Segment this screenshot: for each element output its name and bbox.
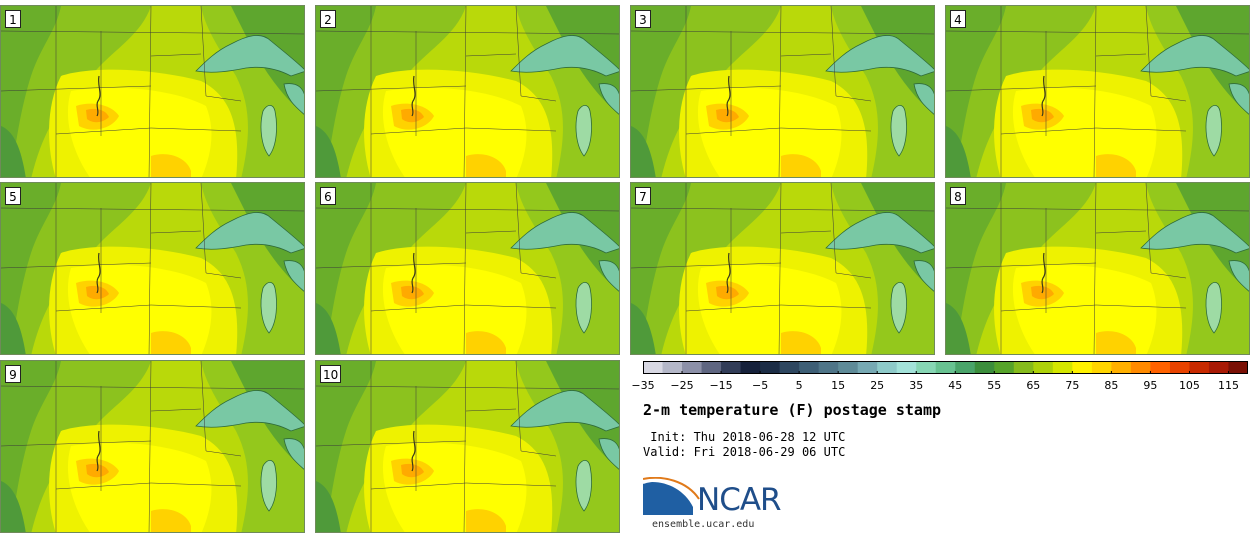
stamp-label: 5 <box>5 187 21 205</box>
colorbar-swatch <box>838 361 859 374</box>
colorbar-swatch <box>1072 361 1093 374</box>
colorbar-swatch <box>1033 361 1054 374</box>
stamp-label: 7 <box>635 187 651 205</box>
stamp-label: 8 <box>950 187 966 205</box>
colorbar-tick-label: 65 <box>1026 379 1041 392</box>
colorbar-swatch <box>857 361 878 374</box>
colorbar-border <box>643 361 1248 374</box>
colorbar-swatch <box>955 361 976 374</box>
colorbar-swatch <box>1091 361 1112 374</box>
stamp-4: 4 <box>945 5 1250 178</box>
colorbar-swatch <box>1228 361 1248 374</box>
colorbar-tick-label: 95 <box>1143 379 1158 392</box>
valid-time: Valid: Fri 2018-06-29 06 UTC <box>643 445 846 459</box>
colorbar-swatch <box>740 361 761 374</box>
stamp-label: 10 <box>320 365 342 383</box>
colorbar-tick-label: 25 <box>870 379 885 392</box>
colorbar-tick-label: 55 <box>987 379 1002 392</box>
stamp-10: 10 <box>315 360 620 533</box>
stamp-6: 6 <box>315 182 620 355</box>
colorbar-swatch <box>799 361 820 374</box>
stamp-8: 8 <box>945 182 1250 355</box>
colorbar-tick-label: 105 <box>1178 379 1200 392</box>
stamp-map <box>316 183 619 354</box>
colorbar-tick-label: 75 <box>1065 379 1080 392</box>
colorbar-swatch <box>1150 361 1171 374</box>
stamp-map <box>631 183 934 354</box>
plot-title: 2-m temperature (F) postage stamp <box>643 401 942 419</box>
stamp-3: 3 <box>630 5 935 178</box>
colorbar-swatch <box>682 361 703 374</box>
colorbar-swatch <box>1208 361 1229 374</box>
colorbar <box>643 361 1248 374</box>
colorbar-swatch <box>662 361 683 374</box>
ncar-logo-icon <box>643 477 700 515</box>
colorbar-tick-label: 45 <box>948 379 963 392</box>
colorbar-swatch <box>1169 361 1190 374</box>
colorbar-tick-label: 85 <box>1104 379 1119 392</box>
stamp-map <box>1 183 304 354</box>
stamp-map <box>1 361 304 532</box>
stamp-label: 9 <box>5 365 21 383</box>
colorbar-swatch <box>877 361 898 374</box>
colorbar-swatch <box>916 361 937 374</box>
stamp-label: 6 <box>320 187 336 205</box>
colorbar-swatch <box>974 361 995 374</box>
colorbar-swatch <box>1189 361 1210 374</box>
colorbar-swatch <box>779 361 800 374</box>
colorbar-swatch <box>1111 361 1132 374</box>
colorbar-swatch <box>1052 361 1073 374</box>
stamp-7: 7 <box>630 182 935 355</box>
stamp-map <box>631 6 934 177</box>
colorbar-tick-label: −15 <box>709 379 733 392</box>
colorbar-swatch <box>994 361 1015 374</box>
stamp-9: 9 <box>0 360 305 533</box>
colorbar-tick-label: −25 <box>670 379 694 392</box>
ncar-logo-text: NCAR <box>697 482 782 518</box>
stamp-map <box>316 361 619 532</box>
colorbar-swatch <box>818 361 839 374</box>
colorbar-tick-label: 5 <box>795 379 803 392</box>
colorbar-swatch <box>701 361 722 374</box>
logo-url: ensemble.ucar.edu <box>652 519 755 530</box>
colorbar-tick-label: 15 <box>831 379 846 392</box>
colorbar-swatch <box>896 361 917 374</box>
stamp-map <box>316 6 619 177</box>
stamp-5: 5 <box>0 182 305 355</box>
stamp-label: 3 <box>635 10 651 28</box>
stamp-map <box>946 6 1249 177</box>
colorbar-tick-label: −35 <box>631 379 655 392</box>
stamp-map <box>1 6 304 177</box>
colorbar-tick-label: 115 <box>1217 379 1239 392</box>
colorbar-tick-label: −5 <box>751 379 769 392</box>
colorbar-swatch <box>935 361 956 374</box>
colorbar-swatch <box>721 361 742 374</box>
init-time: Init: Thu 2018-06-28 12 UTC <box>643 430 846 444</box>
stamp-2: 2 <box>315 5 620 178</box>
colorbar-swatch <box>1130 361 1151 374</box>
colorbar-swatch <box>760 361 781 374</box>
colorbar-swatch <box>1013 361 1034 374</box>
stamp-label: 1 <box>5 10 21 28</box>
colorbar-swatch <box>643 361 664 374</box>
stamp-1: 1 <box>0 5 305 178</box>
colorbar-tick-label: 35 <box>909 379 924 392</box>
stamp-label: 2 <box>320 10 336 28</box>
stamp-label: 4 <box>950 10 966 28</box>
stamp-map <box>946 183 1249 354</box>
